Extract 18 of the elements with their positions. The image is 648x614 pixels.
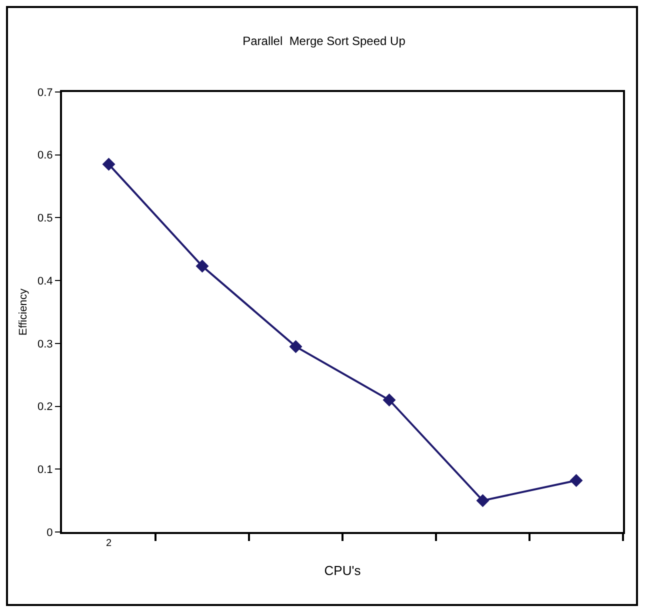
y-tick-label: 0.3	[38, 338, 53, 350]
x-tick-label: 2	[106, 538, 112, 549]
point	[196, 260, 209, 273]
y-tick-label: 0.5	[38, 212, 53, 225]
y-tick-label: 0.2	[38, 401, 53, 414]
point	[570, 474, 583, 487]
point	[476, 494, 490, 508]
point	[102, 158, 116, 171]
y-axis-title: Efficiency	[18, 288, 30, 336]
chart-title: Parallel Merge Sort Speed Up	[242, 34, 406, 48]
y-tick-label: 0	[46, 526, 53, 539]
y-tick-label: 0.4	[38, 275, 53, 288]
point	[289, 340, 302, 354]
y-tick-label: 0.1	[38, 464, 53, 476]
point	[382, 394, 396, 406]
y-tick-label: 0.6	[38, 150, 53, 162]
y-tick-label: 0.7	[38, 86, 53, 99]
x-axis-title: CPU's	[324, 563, 362, 578]
